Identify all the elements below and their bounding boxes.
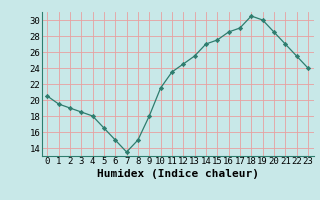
X-axis label: Humidex (Indice chaleur): Humidex (Indice chaleur)	[97, 169, 259, 179]
